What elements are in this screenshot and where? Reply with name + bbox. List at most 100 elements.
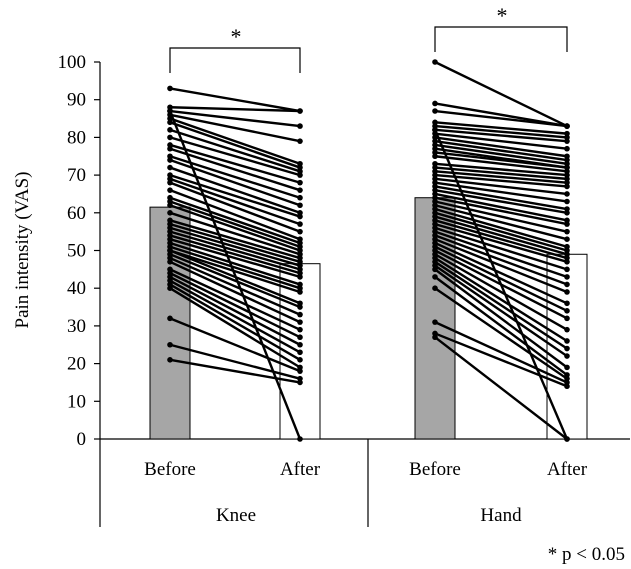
- significance-marker: *: [231, 24, 242, 49]
- point-before: [167, 341, 173, 348]
- pair-line: [169, 113, 301, 143]
- pair-line: [434, 230, 568, 279]
- pair-line: [169, 128, 301, 173]
- pair-line: [434, 321, 568, 384]
- point-before: [167, 285, 173, 292]
- point-after: [297, 326, 303, 333]
- point-after: [297, 179, 303, 186]
- point-after: [564, 210, 570, 216]
- pair-line: [169, 181, 301, 233]
- pair-line: [434, 238, 568, 294]
- pair-line: [169, 279, 301, 354]
- pair-line: [169, 106, 301, 113]
- category-label: Before: [144, 459, 196, 480]
- pair-line: [169, 343, 301, 380]
- pair-line: [169, 166, 301, 214]
- point-after: [564, 183, 570, 190]
- point-before: [167, 187, 173, 193]
- point-after: [564, 300, 570, 307]
- significance-bracket: [169, 47, 301, 73]
- point-before: [432, 266, 438, 273]
- pair-line: [434, 139, 568, 162]
- y-tick-label: 30: [67, 316, 86, 337]
- pair-line: [434, 173, 568, 188]
- pair-line: [169, 136, 301, 177]
- pair-line: [434, 257, 568, 342]
- pair-line: [434, 253, 568, 331]
- pair-line: [169, 204, 301, 252]
- point-before: [167, 210, 173, 216]
- pair-line: [169, 245, 301, 290]
- pair-line: [434, 132, 568, 150]
- pair-line: [434, 211, 568, 252]
- y-tick-label: 10: [67, 391, 86, 412]
- point-after: [297, 108, 303, 114]
- point-before: [432, 274, 438, 280]
- point-after: [564, 259, 570, 265]
- y-tick-label: 70: [67, 165, 86, 186]
- point-after: [564, 281, 570, 288]
- pair-line: [434, 124, 568, 139]
- pair-line: [434, 287, 568, 380]
- pair-line: [169, 196, 301, 245]
- point-after: [564, 345, 570, 352]
- pair-line: [169, 200, 301, 248]
- point-after: [564, 236, 570, 242]
- pair-line: [169, 147, 301, 192]
- y-tick-label: 60: [67, 203, 86, 224]
- y-tick-label: 90: [67, 90, 86, 111]
- pair-line: [434, 332, 568, 388]
- point-after: [297, 311, 303, 318]
- pair-line: [169, 109, 301, 128]
- point-before: [167, 119, 173, 126]
- pair-line: [434, 136, 568, 158]
- point-after: [297, 357, 303, 363]
- point-before: [432, 319, 438, 325]
- point-after: [564, 308, 570, 314]
- point-after: [297, 304, 303, 310]
- pair-line: [169, 249, 301, 294]
- point-before: [167, 179, 173, 186]
- point-after: [297, 368, 303, 374]
- pair-line: [434, 102, 568, 128]
- category-label: Before: [409, 459, 461, 480]
- pair-line: [434, 260, 568, 350]
- point-after: [564, 353, 570, 359]
- point-after: [564, 123, 570, 129]
- pair-line: [434, 151, 568, 169]
- pair-line: [434, 336, 568, 440]
- pair-line: [434, 162, 568, 177]
- pair-line: [169, 358, 301, 384]
- point-after: [297, 319, 303, 325]
- point-after: [297, 221, 303, 227]
- pair-line: [169, 219, 301, 260]
- point-after: [297, 228, 303, 235]
- pair-line: [169, 230, 301, 271]
- point-before: [167, 259, 173, 265]
- y-tick-label: 0: [77, 429, 87, 450]
- point-after: [297, 289, 303, 295]
- pair-line: [169, 275, 301, 346]
- point-after: [297, 213, 303, 220]
- pair-line: [434, 185, 568, 211]
- pair-line: [434, 275, 568, 376]
- point-after: [297, 334, 303, 341]
- point-after: [297, 341, 303, 348]
- pair-line: [434, 200, 568, 233]
- pair-line: [169, 117, 301, 165]
- y-tick-label: 40: [67, 278, 86, 299]
- point-after: [297, 123, 303, 129]
- pair-line: [434, 204, 568, 241]
- point-after: [564, 289, 570, 295]
- significance-marker: *: [497, 3, 508, 28]
- pair-line: [169, 211, 301, 256]
- pair-line: [434, 170, 568, 184]
- pair-line: [434, 264, 568, 358]
- pair-line: [169, 189, 301, 241]
- y-tick-label: 100: [58, 52, 87, 73]
- pair-line: [169, 268, 301, 331]
- point-after: [297, 187, 303, 193]
- point-after: [297, 436, 303, 442]
- point-after: [564, 326, 570, 333]
- pair-line: [434, 241, 568, 305]
